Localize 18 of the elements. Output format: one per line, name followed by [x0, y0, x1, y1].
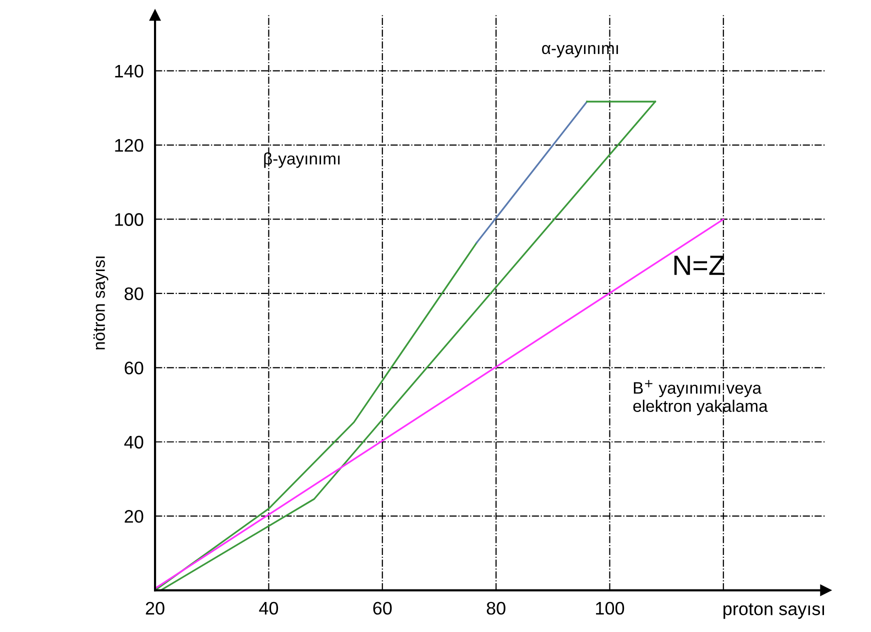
x-tick-label: 40: [259, 602, 278, 615]
x-tick-label: 60: [373, 602, 392, 615]
y-axis-title: nötron sayısı: [93, 256, 108, 350]
annotation: β-yayınımı: [264, 152, 340, 168]
y-tick-label: 140: [115, 64, 144, 78]
x-tick-label: 100: [596, 602, 624, 615]
y-tick-label: 100: [115, 213, 144, 226]
x-axis-title: proton sayısı: [724, 603, 824, 619]
annotation: N=Z: [674, 256, 725, 275]
x-tick-label: 20: [146, 602, 164, 615]
annotation: α-yayınımı: [542, 45, 618, 58]
y-tick-label: 120: [115, 138, 144, 152]
y-tick-label: 80: [124, 287, 144, 300]
y-tick-label: 20: [124, 510, 144, 523]
y-tick-label: 40: [124, 436, 144, 449]
x-tick-label: 80: [486, 602, 506, 615]
annotation: B$^{+}$ yayınımı veya elektron yakalama: [633, 380, 768, 416]
y-tick-label: 60: [124, 362, 144, 374]
